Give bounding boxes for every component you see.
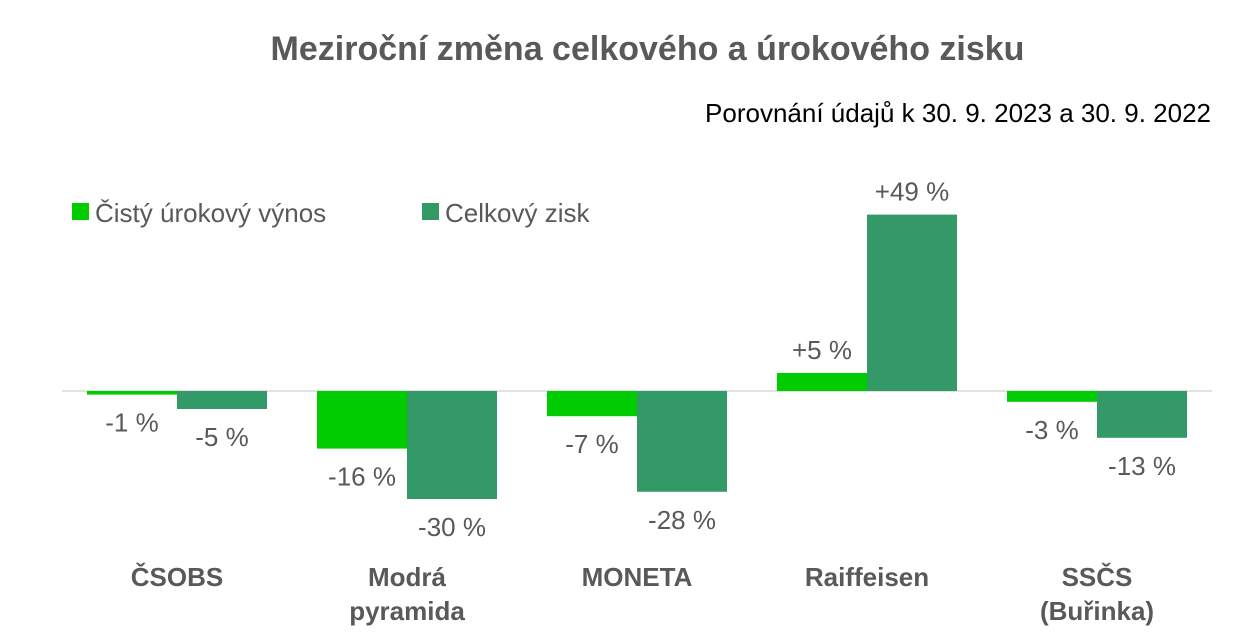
bar-net-interest-income-2	[547, 391, 637, 417]
legend-swatch-total-profit	[422, 203, 439, 220]
category-label-1-line-1: pyramida	[349, 596, 465, 626]
legend-item-total-profit: Celkový zisk	[422, 198, 589, 229]
data-label-net-interest-income-4: -3 %	[1025, 415, 1078, 445]
category-label-4-line-1: (Buřinka)	[1040, 596, 1154, 626]
bar-net-interest-income-0	[87, 391, 177, 395]
data-label-total-profit-4: -13 %	[1108, 451, 1176, 481]
legend-swatch-net-interest-income	[72, 203, 89, 220]
bar-total-profit-4	[1097, 391, 1187, 438]
bar-net-interest-income-4	[1007, 391, 1097, 402]
data-label-net-interest-income-3: +5 %	[792, 335, 852, 365]
data-label-net-interest-income-1: -16 %	[328, 462, 396, 492]
bar-total-profit-3	[867, 214, 957, 391]
category-label-4-line-0: SSČS	[1062, 562, 1133, 592]
legend-label-total-profit: Celkový zisk	[445, 198, 590, 228]
legend-label-net-interest-income: Čistý úrokový výnos	[95, 198, 327, 228]
data-label-total-profit-3: +49 %	[875, 177, 949, 207]
bar-total-profit-1	[407, 391, 497, 499]
category-label-0-line-0: ČSOBS	[131, 562, 223, 592]
data-label-total-profit-1: -30 %	[418, 512, 486, 542]
data-label-total-profit-0: -5 %	[195, 422, 248, 452]
chart-subtitle: Porovnání údajů k 30. 9. 2023 a 30. 9. 2…	[705, 98, 1211, 128]
category-label-1-line-0: Modrá	[368, 562, 447, 592]
category-label-3-line-0: Raiffeisen	[805, 562, 929, 592]
category-label-2-line-0: MONETA	[582, 562, 693, 592]
chart-title: Meziroční změna celkového a úrokového zi…	[270, 30, 1025, 68]
bar-total-profit-0	[177, 391, 267, 409]
bar-net-interest-income-3	[777, 373, 867, 391]
bar-total-profit-2	[637, 391, 727, 492]
data-label-net-interest-income-0: -1 %	[105, 408, 158, 438]
data-label-total-profit-2: -28 %	[648, 505, 716, 535]
bar-net-interest-income-1	[317, 391, 407, 449]
legend-item-net-interest-income: Čistý úrokový výnos	[72, 198, 326, 229]
data-label-net-interest-income-2: -7 %	[565, 429, 618, 459]
